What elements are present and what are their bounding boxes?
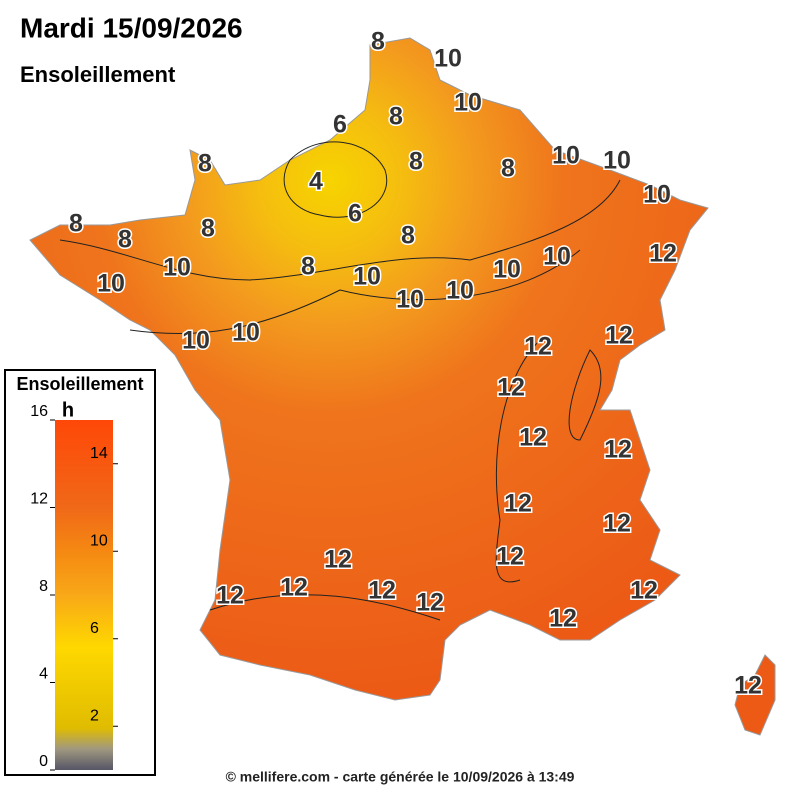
- subtitle: Ensoleillement: [20, 62, 176, 87]
- contour-label: 6: [333, 111, 347, 139]
- contour-label: 8: [118, 226, 132, 254]
- color-bar: [55, 420, 113, 770]
- contour-label: 10: [493, 256, 521, 284]
- contour-label: 8: [401, 222, 415, 250]
- contour-label: 10: [396, 286, 424, 314]
- contour-label: 10: [434, 45, 462, 73]
- contour-label: 12: [604, 436, 632, 464]
- contour-label: 12: [603, 510, 631, 538]
- tick-label: 14: [90, 445, 108, 462]
- corsica: [734, 654, 776, 736]
- legend-title: Ensoleillement: [16, 374, 143, 394]
- tick-label: 12: [30, 491, 48, 508]
- contour-label: 12: [496, 543, 524, 571]
- contours: [59, 141, 621, 621]
- contour-label: 10: [163, 254, 191, 282]
- contour-label: 8: [201, 215, 215, 243]
- contour-label: 8: [198, 150, 212, 178]
- contour-label: 12: [216, 582, 244, 610]
- contour-label: 12: [368, 577, 396, 605]
- contour-label: 12: [280, 574, 308, 602]
- contour-label: 12: [649, 240, 677, 268]
- contour-label: 10: [603, 147, 631, 175]
- contour-label: 12: [549, 605, 577, 633]
- footer: © mellifere.com - carte générée le 10/09…: [226, 769, 575, 785]
- contour-label: 12: [519, 424, 547, 452]
- contour-label: 4: [309, 168, 323, 196]
- tick-label: 8: [39, 578, 48, 595]
- tick-label: 4: [39, 666, 48, 683]
- contour-label: 10: [232, 319, 260, 347]
- contour-label: 12: [497, 374, 525, 402]
- contour-label: 10: [182, 327, 210, 355]
- contour-label: 6: [348, 200, 362, 228]
- contour-label: 8: [409, 148, 423, 176]
- contour-label: 8: [371, 28, 385, 56]
- contour-label: 10: [353, 263, 381, 291]
- tick-label: 6: [90, 620, 99, 637]
- contour-label: 10: [454, 89, 482, 117]
- tick-label: 2: [90, 707, 99, 724]
- contour-label: 8: [69, 210, 83, 238]
- contour-label: 8: [301, 253, 315, 281]
- france: [29, 37, 709, 701]
- contour-label: 10: [543, 243, 571, 271]
- contour-label: 12: [324, 546, 352, 574]
- contour-label: 12: [504, 490, 532, 518]
- contour-label: 8: [389, 103, 403, 131]
- contour-label: 8: [501, 155, 515, 183]
- contour-label: 12: [734, 672, 762, 700]
- contour-label: 12: [605, 322, 633, 350]
- title: Mardi 15/09/2026: [20, 12, 243, 43]
- contour-label: 10: [446, 277, 474, 305]
- contour-label: 12: [416, 589, 444, 617]
- contour-label: 12: [630, 577, 658, 605]
- legend-ticks: 0 4 8 12 16 2 6 10 14: [30, 403, 118, 771]
- legend-unit: h: [62, 399, 74, 421]
- contour-label: 12: [524, 333, 552, 361]
- tick-label: 16: [30, 403, 48, 420]
- contour-label: 10: [552, 142, 580, 170]
- tick-label: 10: [90, 532, 108, 549]
- tick-label: 0: [39, 753, 48, 770]
- contour-label: 10: [97, 270, 125, 298]
- contour-label: 10: [643, 181, 671, 209]
